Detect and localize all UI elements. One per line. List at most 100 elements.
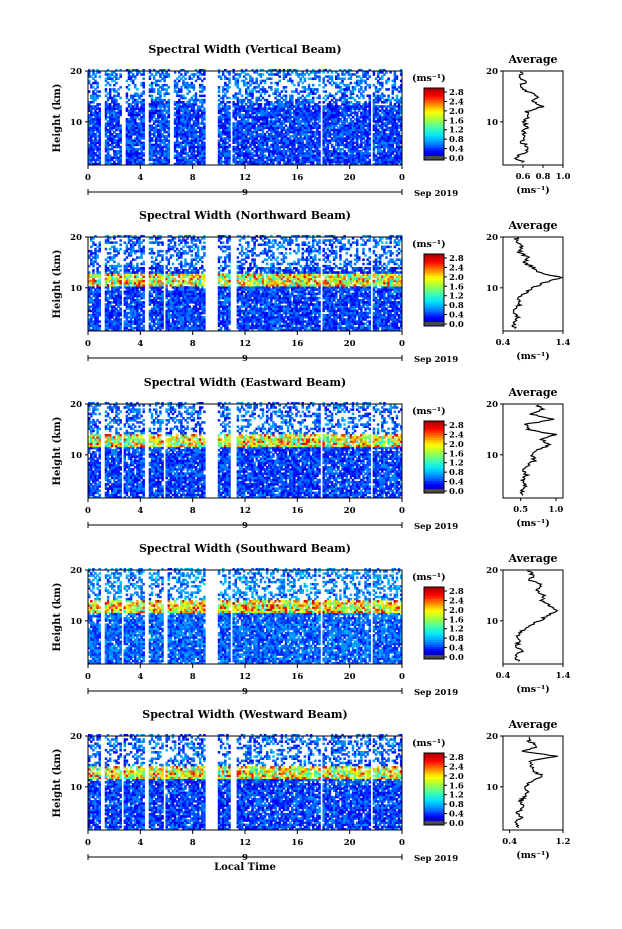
heatmap-cell — [268, 95, 270, 98]
heatmap-cell — [387, 88, 389, 91]
heatmap-cell — [188, 90, 190, 93]
heatmap-cell — [228, 150, 230, 153]
colorbar-tick-label: 0.0 — [449, 154, 464, 164]
heatmap-cell — [239, 88, 241, 91]
heatmap-cell — [184, 78, 186, 81]
heatmap-cell — [119, 146, 121, 149]
colorbar-segment — [424, 102, 444, 105]
heatmap-cell — [228, 112, 230, 115]
heatmap-cell — [291, 80, 293, 83]
heatmap-cell — [396, 75, 398, 78]
panel-1: Spectral Width (Vertical Beam)2010Height… — [52, 43, 570, 199]
heatmap-cell — [381, 82, 383, 85]
heatmap-cell — [312, 97, 314, 100]
heatmap-cell — [151, 95, 153, 98]
profile-y-tick-label: 10 — [486, 118, 498, 128]
heatmap-cells — [88, 69, 402, 165]
heatmap-cell — [128, 84, 130, 87]
heatmap-cell — [193, 84, 195, 87]
heatmap-cell — [241, 95, 243, 98]
heatmap-cell — [318, 105, 320, 108]
heatmap-cell — [369, 159, 371, 162]
heatmap-cell — [195, 92, 197, 95]
x-tick-label: 16 — [291, 173, 303, 183]
x-tick-label: 0 — [399, 173, 405, 183]
colorbar-unit: (ms⁻¹) — [412, 73, 446, 84]
heatmap-cell — [278, 80, 280, 83]
heatmap-cell — [98, 90, 100, 93]
heatmap-cell — [203, 99, 205, 102]
heatmap-cell — [128, 88, 130, 91]
x-tick-label: 4 — [137, 173, 143, 183]
colorbar-segment — [424, 134, 444, 137]
y-axis-label: Height (km) — [52, 84, 63, 153]
heatmap-cell — [318, 101, 320, 104]
heatmap-cell — [260, 103, 262, 106]
heatmap-cell — [325, 90, 327, 93]
heatmap-cell — [168, 86, 170, 89]
colorbar-segment — [424, 148, 444, 151]
heatmap-cell — [318, 124, 320, 127]
heatmap-cell — [98, 95, 100, 98]
x-tick-label: 12 — [239, 173, 251, 183]
heatmap-cell — [98, 103, 100, 106]
heatmap-cell — [396, 95, 398, 98]
heatmap-cell — [134, 84, 136, 87]
heatmap-cell — [318, 84, 320, 87]
heatmap-cell — [318, 131, 320, 134]
colorbar-segment — [424, 93, 444, 96]
colorbar-segment — [424, 150, 444, 153]
heatmap-cell — [142, 159, 144, 162]
colorbar-segment — [424, 105, 444, 108]
colorbar-segment — [424, 141, 444, 144]
heatmap-cell — [119, 97, 121, 100]
colorbar-segment — [424, 126, 444, 129]
heatmap-cell — [270, 82, 272, 85]
heatmap-cell — [369, 137, 371, 140]
heatmap-cell — [142, 78, 144, 81]
heatmap-cell — [251, 78, 253, 81]
heatmap-cell — [115, 82, 117, 85]
heatmap-cell — [168, 73, 170, 76]
heatmap-cell — [153, 88, 155, 91]
colorbar-segment — [424, 95, 444, 98]
colorbar-segment — [424, 146, 444, 149]
profile-x-tick-label: 0.6 — [516, 172, 531, 182]
heatmap-cell — [362, 95, 364, 98]
heatmap-cell — [203, 107, 205, 110]
colorbar-segment — [424, 119, 444, 122]
heatmap-cell — [142, 90, 144, 93]
heatmap-cell — [312, 84, 314, 87]
heatmap-cell — [119, 86, 121, 89]
heatmap-cell — [98, 75, 100, 78]
heatmap-cell — [325, 84, 327, 87]
heatmap-cell — [98, 107, 100, 110]
heatmap-cell — [115, 99, 117, 102]
heatmap-cell — [387, 95, 389, 98]
heatmap-cell — [369, 152, 371, 155]
heatmap-cell — [360, 86, 362, 89]
date-label: Sep 2019 — [414, 189, 458, 199]
colorbar-segment — [424, 117, 444, 120]
colorbar-segment — [424, 153, 444, 156]
profile-frame — [503, 71, 563, 165]
heatmap-cell — [119, 105, 121, 108]
heatmap-cell — [168, 92, 170, 95]
colorbar-segment — [424, 143, 444, 146]
heatmap-cell — [168, 99, 170, 102]
heatmap-cell — [278, 75, 280, 78]
colorbar-segment — [424, 122, 444, 125]
heatmap-cell — [142, 142, 144, 145]
colorbar-segment — [424, 112, 444, 115]
heatmap-cell — [318, 150, 320, 153]
heatmap-cell — [203, 95, 205, 98]
heatmap-cell — [318, 95, 320, 98]
heatmap-cell — [228, 101, 230, 104]
heatmap-cell — [109, 84, 111, 87]
heatmap-cell — [203, 78, 205, 81]
heatmap-cell — [295, 88, 297, 91]
colorbar-segment — [424, 114, 444, 117]
heatmap-cell — [369, 84, 371, 87]
heatmap-cell — [383, 95, 385, 98]
